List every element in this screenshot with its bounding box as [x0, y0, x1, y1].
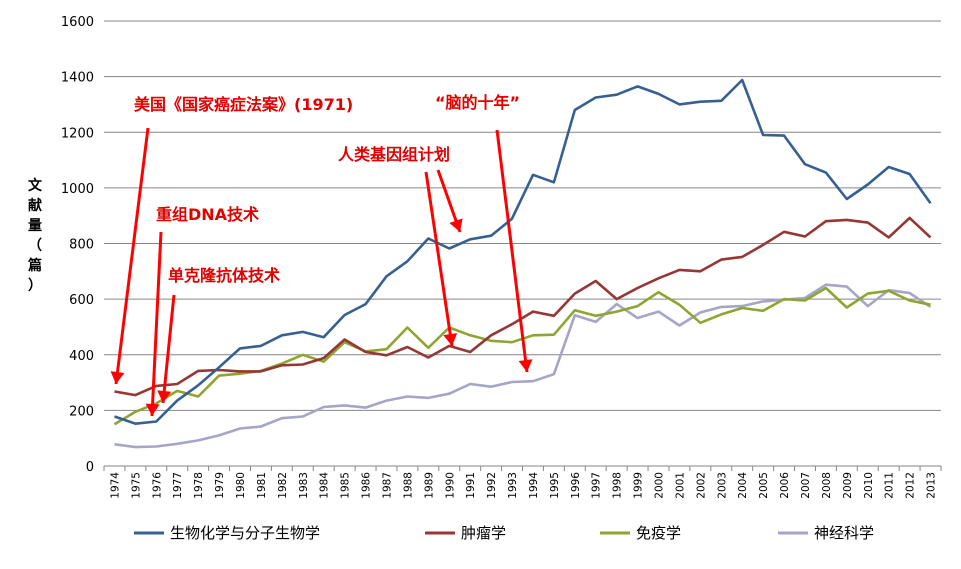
- annotation-recombinant-dna: 重组DNA技术: [156, 205, 259, 224]
- x-tick-label: 1992: [486, 472, 498, 499]
- y-tick-label: 1600: [61, 15, 94, 30]
- x-tick-label: 1996: [570, 472, 582, 499]
- y-tick-label: 800: [69, 238, 94, 253]
- x-tick-label: 2009: [842, 472, 854, 499]
- x-tick-label: 2008: [821, 472, 833, 499]
- x-tick-label: 1998: [612, 472, 624, 499]
- annotation-arrow: [145, 231, 163, 417]
- x-tick-label: 1999: [633, 472, 645, 499]
- annotation-arrow: [110, 127, 150, 385]
- x-tick-label: 1979: [214, 472, 226, 499]
- annotation-monoclonal-antibody: 单克隆抗体技术: [168, 266, 280, 285]
- x-tick-label: 2005: [758, 472, 770, 499]
- x-tick-label: 1988: [402, 472, 414, 499]
- annotations: 美国《国家癌症法案》(1971) 重组DNA技术 单克隆抗体技术 人类基因组计划…: [110, 93, 533, 417]
- y-tick-label: 1200: [61, 126, 94, 141]
- x-tick-label: 1982: [277, 472, 289, 499]
- x-tick-label: 1976: [151, 472, 163, 499]
- series-line-2: [113, 286, 931, 426]
- annotation-human-genome-project: 人类基因组计划: [338, 145, 450, 164]
- x-tick-label: 2011: [884, 472, 896, 499]
- x-tick-label: 1995: [549, 472, 561, 499]
- series-line-0: [114, 78, 932, 426]
- x-tick-label: 1978: [193, 472, 205, 499]
- x-tick-label: 2003: [716, 472, 728, 499]
- x-tick-label: 2007: [800, 472, 812, 499]
- x-tick-label: 2002: [695, 472, 707, 499]
- annotation-arrow: [424, 171, 458, 347]
- x-tick-label: 2001: [674, 472, 686, 499]
- y-axis-label: 文献量（篇）: [27, 177, 43, 294]
- x-tick-label: 2010: [863, 472, 875, 499]
- annotation-decade-of-brain: “脑的十年”: [435, 93, 520, 112]
- y-tick-label: 600: [69, 293, 94, 308]
- y-axis-ticks: 0 200 400 600 800 1000 1200 1400 1600: [61, 15, 94, 475]
- x-tick-label: 1985: [340, 472, 352, 499]
- y-tick-label: 0: [86, 460, 94, 475]
- x-tick-label: 1977: [172, 472, 184, 499]
- y-tick-label: 1000: [61, 182, 94, 197]
- x-tick-label: 1994: [528, 472, 540, 499]
- x-tick-label: 2012: [905, 472, 917, 499]
- x-tick-label: 1974: [109, 472, 121, 499]
- series-lines: [113, 78, 932, 449]
- legend-label-2: 免疫学: [636, 524, 681, 542]
- annotation-cancer-act: 美国《国家癌症法案》(1971): [134, 95, 353, 114]
- x-tick-label: 1993: [507, 472, 519, 499]
- annotation-arrow: [436, 169, 463, 233]
- legend-label-1: 肿瘤学: [461, 524, 506, 542]
- series-line-1: [114, 216, 932, 397]
- x-tick-label: 1986: [361, 472, 373, 499]
- x-tick-label: 1991: [465, 472, 477, 499]
- x-tick-label: 1989: [423, 472, 435, 499]
- x-tick-label: 1997: [591, 472, 603, 499]
- x-tick-label: 1975: [130, 472, 142, 499]
- annotation-arrow: [495, 129, 533, 373]
- x-tick-label: 1987: [381, 472, 393, 499]
- x-tick-label: 2004: [737, 472, 749, 499]
- y-tick-label: 400: [69, 349, 94, 364]
- x-tick-label: 2013: [926, 472, 938, 499]
- x-tick-label: 1990: [444, 472, 456, 499]
- gridlines: [104, 20, 941, 411]
- legend-label-0: 生物化学与分子生物学: [170, 524, 320, 542]
- annotation-arrow: [157, 294, 176, 404]
- annotation-arrows: [110, 127, 533, 417]
- legend-label-3: 神经科学: [814, 524, 874, 542]
- x-tick-label: 1983: [298, 472, 310, 499]
- x-tick-label: 1984: [319, 472, 331, 499]
- x-tick-label: 2006: [779, 472, 791, 499]
- x-tick-label: 1980: [235, 472, 247, 499]
- x-tick-label: 2000: [654, 472, 666, 499]
- y-tick-label: 200: [69, 404, 94, 419]
- x-tick-label: 1981: [256, 472, 268, 499]
- y-tick-label: 1400: [61, 71, 94, 86]
- legend: 生物化学与分子生物学 肿瘤学 免疫学 神经科学: [134, 524, 874, 542]
- x-axis-ticks: 1974 1975 1976 1977 1978 1979 1980 1981 1982 1983…: [103, 466, 942, 499]
